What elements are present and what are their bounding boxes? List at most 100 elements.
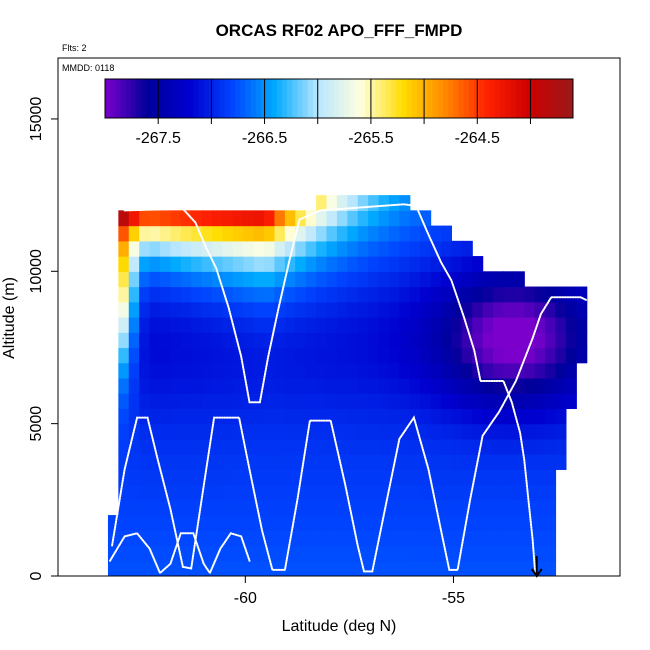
heatmap-cell: [118, 210, 130, 227]
heatmap-cell: [232, 210, 244, 227]
heatmap-cell: [201, 362, 213, 379]
heatmap-cell: [139, 393, 151, 410]
heatmap-cell: [326, 286, 338, 303]
heatmap-cell: [295, 423, 307, 440]
heatmap-cell: [440, 377, 452, 394]
heatmap-cell: [440, 301, 452, 318]
heatmap-cell: [347, 377, 359, 394]
heatmap-cell: [232, 499, 244, 516]
heatmap-cell: [524, 408, 536, 425]
heatmap-cell: [305, 332, 317, 349]
heatmap-cell: [513, 332, 525, 349]
heatmap-cell: [274, 469, 286, 486]
heatmap-cell: [420, 438, 432, 455]
heatmap-cell: [451, 545, 463, 562]
heatmap-cell: [451, 393, 463, 410]
heatmap-cell: [232, 286, 244, 303]
heatmap-cell: [201, 347, 213, 364]
heatmap-cell: [118, 332, 130, 349]
heatmap-cell: [347, 286, 359, 303]
heatmap-cell: [212, 393, 224, 410]
heatmap-cell: [264, 469, 276, 486]
heatmap-cell: [212, 347, 224, 364]
heatmap-cell: [461, 438, 473, 455]
heatmap-cell: [139, 256, 151, 272]
heatmap-cell: [201, 484, 213, 501]
heatmap-cell: [503, 545, 515, 562]
heatmap-cell: [201, 256, 213, 272]
heatmap-cell: [316, 393, 328, 410]
heatmap-cell: [326, 530, 338, 547]
heatmap-cell: [524, 301, 536, 318]
heatmap-cell: [534, 438, 546, 455]
heatmap-cell: [388, 484, 400, 501]
heatmap-cell: [482, 347, 494, 364]
heatmap-cell: [253, 362, 265, 379]
heatmap-cell: [274, 317, 286, 333]
heatmap-cell: [357, 454, 369, 470]
heatmap-cell: [399, 469, 411, 486]
heatmap-cell: [316, 377, 328, 394]
colorbar-swatch: [495, 79, 501, 118]
heatmap-cell: [118, 256, 130, 272]
colorbar-swatch: [188, 79, 194, 118]
heatmap-cell: [336, 545, 348, 562]
heatmap-cell: [399, 362, 411, 379]
heatmap-cell: [378, 545, 390, 562]
heatmap-cell: [451, 438, 463, 455]
heatmap-cell: [305, 393, 317, 410]
heatmap-cell: [149, 271, 161, 288]
heatmap-cell: [201, 225, 213, 242]
heatmap-cell: [159, 225, 171, 242]
heatmap-cell: [264, 377, 276, 394]
heatmap-cell: [472, 332, 484, 349]
heatmap-cell: [274, 332, 286, 349]
heatmap-cell: [222, 499, 234, 516]
heatmap-cell: [128, 515, 140, 531]
heatmap-cell: [524, 423, 536, 440]
heatmap-cell: [482, 271, 494, 288]
heatmap-cell: [326, 469, 338, 486]
heatmap-cell: [180, 240, 192, 257]
heatmap-cell: [503, 271, 515, 288]
heatmap-cell: [284, 469, 296, 486]
heatmap-cell: [461, 240, 473, 257]
heatmap-cell: [555, 286, 567, 303]
colorbar-swatch: [370, 79, 376, 118]
heatmap-cell: [232, 393, 244, 410]
heatmap-cell: [378, 560, 390, 576]
colorbar-swatch: [271, 79, 278, 118]
heatmap-cell: [149, 408, 161, 425]
heatmap-cell: [420, 271, 432, 288]
heatmap-cell: [212, 408, 224, 425]
heatmap-cell: [128, 560, 140, 576]
heatmap-cell: [451, 484, 463, 501]
heatmap-cell: [284, 317, 296, 333]
heatmap-cell: [212, 271, 224, 288]
heatmap-cell: [139, 225, 151, 242]
heatmap-cell: [180, 530, 192, 547]
heatmap-cell: [316, 423, 328, 440]
heatmap-cell: [513, 545, 525, 562]
heatmap-cell: [524, 347, 536, 364]
heatmap-cell: [545, 332, 557, 349]
heatmap-cell: [212, 210, 224, 227]
colorbar-swatch: [105, 79, 111, 118]
colorbar-swatch: [292, 79, 298, 118]
heatmap-cell: [232, 347, 244, 364]
heatmap-cell: [295, 347, 307, 364]
colorbar-tick-label: -267.5: [135, 130, 180, 147]
heatmap-cell: [295, 530, 307, 547]
heatmap-cell: [201, 210, 213, 227]
heatmap-cell: [336, 393, 348, 410]
heatmap-cell: [482, 454, 494, 470]
heatmap-cell: [128, 347, 140, 364]
heatmap-cell: [545, 423, 557, 440]
heatmap-cell: [107, 515, 119, 531]
heatmap-cell: [222, 515, 234, 531]
heatmap-cell: [107, 560, 119, 576]
heatmap-cell: [555, 393, 567, 410]
heatmap-cell: [482, 423, 494, 440]
chart-title: ORCAS RF02 APO_FFF_FMPD: [216, 21, 463, 40]
heatmap-cell: [170, 362, 182, 379]
